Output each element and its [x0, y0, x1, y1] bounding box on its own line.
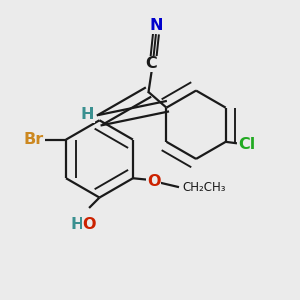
Text: O: O — [82, 217, 96, 232]
Text: CH₂CH₃: CH₂CH₃ — [182, 181, 226, 194]
Text: Cl: Cl — [238, 137, 255, 152]
Text: H: H — [70, 217, 84, 232]
Text: Br: Br — [23, 132, 44, 147]
Text: C: C — [146, 56, 158, 71]
Text: N: N — [149, 18, 163, 33]
Text: O: O — [147, 174, 160, 189]
Text: H: H — [81, 107, 94, 122]
